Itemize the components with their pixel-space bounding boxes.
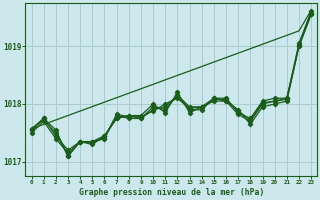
X-axis label: Graphe pression niveau de la mer (hPa): Graphe pression niveau de la mer (hPa) [79,188,264,197]
